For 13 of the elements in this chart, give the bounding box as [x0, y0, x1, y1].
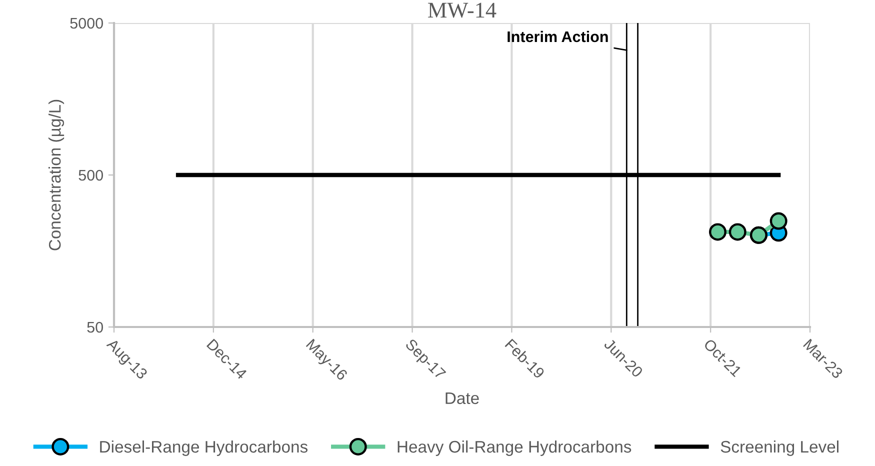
point	[728, 223, 746, 241]
x-axis-title: Date	[446, 392, 479, 404]
chart-title: MW-14	[428, 2, 496, 18]
ref-line-label: Interim Action	[508, 30, 608, 42]
point	[708, 223, 726, 241]
legend-label: Diesel-Range Hydrocarbons	[100, 440, 308, 456]
point	[770, 212, 788, 230]
legend-label: Heavy Oil-Range Hydrocarbons	[398, 440, 632, 456]
y-tick-label: 50	[87, 322, 103, 333]
y-axis-title: Concentration (µg/L)	[48, 100, 64, 250]
legend-label: Screening Level	[720, 440, 838, 456]
y-tick-label: 5000	[70, 18, 103, 29]
y-tick-label: 500	[78, 170, 103, 181]
